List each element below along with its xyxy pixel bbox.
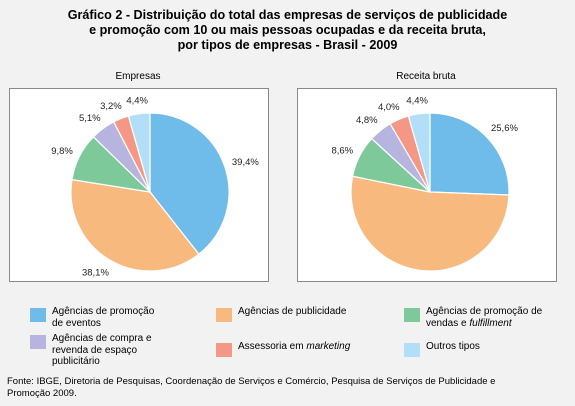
source-note: Fonte: IBGE, Diretoria de Pesquisas, Coo… [7, 376, 567, 400]
data-label: 52,6% [405, 280, 432, 281]
legend-item: Assessoria em marketing [216, 341, 350, 357]
chart-title-line-2: e promoção com 10 ou mais pessoas ocupad… [89, 23, 486, 37]
legend-label: Agências de publicidade [238, 306, 347, 317]
slice-promocao-eventos [149, 112, 230, 255]
slice-promocao-eventos [429, 112, 510, 196]
data-label: 25,6% [491, 123, 518, 134]
data-label: 4,4% [126, 95, 148, 106]
legend-label: Assessoria em marketing [238, 341, 351, 352]
slice-publicidade [350, 175, 510, 272]
legend-label: Agências de promoção de vendas e fulfillm… [426, 306, 543, 329]
slice-outros-tipos [407, 112, 431, 193]
chart-title-line-3: por tipos de empresas - Brasil - 2009 [177, 38, 398, 52]
panel-empresas: 39,4% 38,1% 9,8% 5,1% 3,2% 4,4% [9, 88, 269, 282]
panel-receita: 25,6% 52,6% 8,6% 4,8%4,0% 4,4% [297, 88, 557, 282]
pie-receita: 25,6% 52,6% 8,6% 4,8%4,0% 4,4% [331, 95, 518, 281]
data-label: 38,1% [82, 268, 109, 279]
legend-item: Agências de promoção de eventos [30, 306, 154, 329]
source-line-2: Promoção 2009. [7, 388, 77, 399]
panel-title-empresas: Empresas [115, 71, 161, 82]
legend-swatch [404, 343, 420, 357]
legend-item: Agências de compra e revenda de espaço pub… [30, 333, 152, 368]
legend-swatch [216, 308, 232, 322]
pie-empresas: 39,4% 38,1% 9,8% 5,1%3,2% 4,4% [51, 95, 259, 279]
data-label: 4,0% [378, 102, 400, 113]
data-label: 3,2% [100, 101, 122, 112]
data-label: 8,6% [331, 145, 353, 156]
legend-swatch [30, 335, 46, 349]
slice-outros-tipos [127, 112, 151, 193]
data-label: 4,4% [406, 95, 428, 106]
slice-publicidade [70, 178, 200, 272]
data-label: 9,8% [51, 146, 73, 157]
chart-title-line-1: Gráfico 2 - Distribuição do total das em… [67, 8, 508, 22]
data-label: 39,4% [232, 157, 259, 168]
legend-label: Agências de promoção de eventos [52, 306, 155, 329]
source-line-1: Fonte: IBGE, Diretoria de Pesquisas, Coo… [7, 376, 496, 387]
panel-title-receita: Receita bruta [396, 71, 456, 82]
legend-item: Agências de promoção de vendas e fulfillm… [404, 306, 542, 329]
legend-item: Agências de publicidade [216, 306, 346, 322]
legend-item: Outros tipos [404, 341, 480, 357]
legend-swatch [404, 308, 420, 322]
data-label: 4,8% [356, 115, 378, 126]
data-label: 5,1% [79, 113, 101, 124]
legend-label: Outros tipos [426, 341, 480, 352]
legend-swatch [216, 343, 232, 357]
legend-swatch [30, 308, 46, 322]
chart-title: Gráfico 2 - Distribuição do total das em… [0, 8, 575, 53]
legend-label: Agências de compra e revenda de espaço pub… [52, 333, 152, 367]
